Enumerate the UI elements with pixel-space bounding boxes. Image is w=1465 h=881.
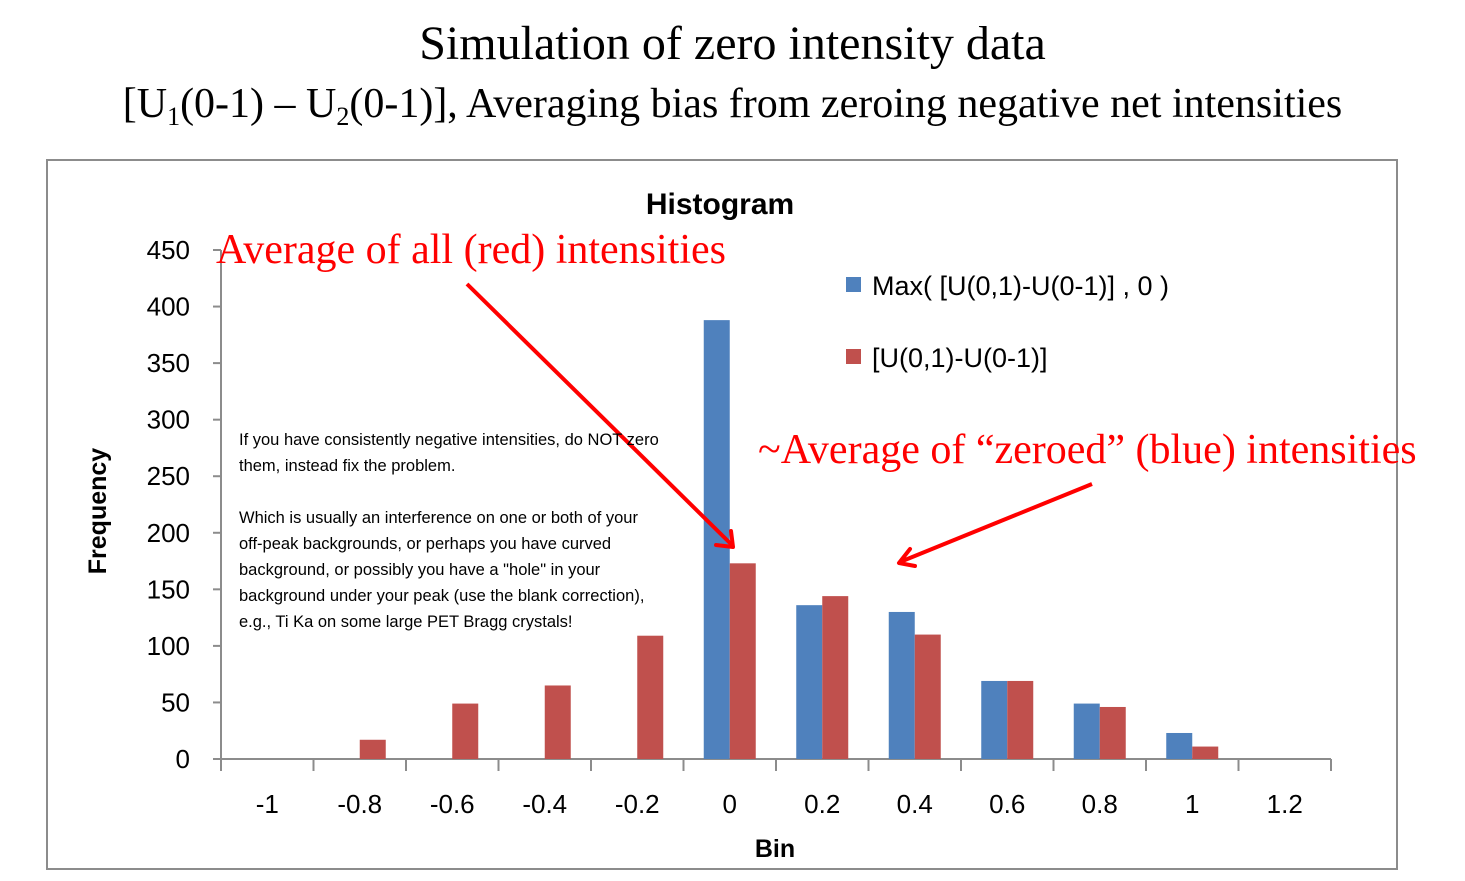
y-tick-label: 400	[147, 292, 190, 322]
y-tick-label: 150	[147, 574, 190, 604]
bar-raw	[1099, 706, 1126, 759]
y-tick-label: 100	[147, 631, 190, 661]
bar-raw	[637, 635, 664, 759]
y-tick-label: 250	[147, 461, 190, 491]
x-axis: -1 -0.8 -0.6 -0.4 -0.2 0 0.2 0.4 0.6 0.8 1 1.2	[220, 758, 1332, 819]
x-axis-label: Bin	[755, 835, 795, 863]
y-tick-label: 0	[176, 744, 190, 774]
y-axis: 0 50 100 150 200 250 300 350 400 450	[147, 235, 222, 774]
bar-zeroed	[796, 605, 823, 759]
subtitle-mid: (0-1) – U	[180, 81, 337, 127]
bar-raw	[914, 634, 941, 759]
x-tick-label: 0	[723, 789, 737, 819]
legend-swatch-red	[846, 349, 861, 364]
x-tick-label: 1	[1185, 789, 1199, 819]
bar-zeroed	[981, 680, 1008, 759]
bar-raw	[1192, 746, 1219, 759]
arrow-shaft	[899, 482, 1093, 564]
bar-zeroed	[888, 611, 915, 759]
annotation-blue-average: ~Average of “zeroed” (blue) intensities	[758, 427, 1417, 473]
x-tick-label: 0.8	[1082, 789, 1118, 819]
bars	[359, 320, 1219, 759]
subtitle-open: [U	[122, 81, 168, 127]
y-tick-label: 50	[161, 687, 190, 717]
arrow-head-icon	[714, 529, 735, 549]
arrow-to-red-average	[465, 282, 735, 549]
arrow-head-icon	[897, 547, 917, 568]
subtitle-rest: (0-1)], Averaging bias from zeroing nega…	[349, 81, 1343, 127]
x-tick-label: 1.2	[1267, 789, 1303, 819]
slide-subtitle: [U1(0-1) – U2(0-1)], Averaging bias from…	[0, 76, 1465, 132]
bar-raw	[1007, 680, 1034, 759]
advice-note: If you have consistently negative intens…	[239, 427, 659, 635]
legend-swatch-blue	[846, 277, 861, 292]
annotation-red-average: Average of all (red) intensities	[216, 227, 727, 273]
legend-label-red: [U(0,1)-U(0-1)]	[872, 343, 1048, 373]
bar-raw	[452, 703, 479, 759]
x-tick-label: -0.4	[522, 789, 567, 819]
bar-raw	[544, 685, 571, 759]
x-tick-label: -0.6	[430, 789, 475, 819]
y-tick-label: 350	[147, 348, 190, 378]
legend-label-blue: Max( [U(0,1)-U(0-1)] , 0 )	[872, 271, 1169, 301]
bar-raw	[822, 596, 849, 759]
bar-raw	[729, 563, 756, 759]
bar-zeroed	[1166, 732, 1193, 759]
x-tick-label: -1	[256, 789, 279, 819]
x-tick-label: 0.6	[989, 789, 1025, 819]
x-tick-label: 0.2	[804, 789, 840, 819]
note-paragraph-1: If you have consistently negative intens…	[239, 431, 659, 475]
x-tick-label: 0.4	[897, 789, 933, 819]
bar-zeroed	[1073, 703, 1100, 759]
note-paragraph-2: Which is usually an interference on one …	[239, 509, 645, 631]
subtitle-sub1: 1	[167, 102, 181, 131]
y-axis-label: Frequency	[84, 448, 112, 575]
arrow-to-blue-average	[897, 482, 1093, 568]
x-tick-label: -0.8	[337, 789, 382, 819]
subtitle-sub2: 2	[336, 102, 350, 131]
bar-raw	[359, 739, 386, 759]
y-tick-label: 300	[147, 405, 190, 435]
chart-title: Histogram	[646, 188, 794, 221]
y-tick-label: 450	[147, 235, 190, 265]
arrow-shaft	[465, 282, 735, 548]
y-tick-label: 200	[147, 518, 190, 548]
x-tick-label: -0.2	[615, 789, 660, 819]
slide-title: Simulation of zero intensity data	[419, 17, 1046, 70]
legend: Max( [U(0,1)-U(0-1)] , 0 ) [U(0,1)-U(0-1…	[846, 271, 1169, 373]
